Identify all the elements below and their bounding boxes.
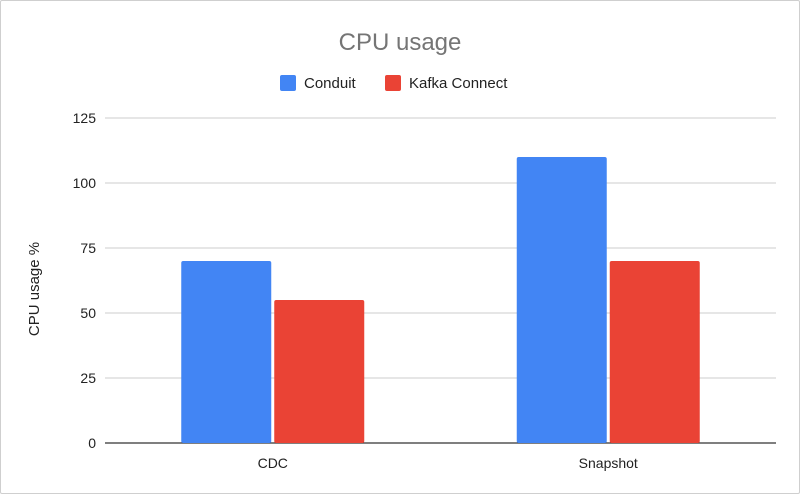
y-tick-label: 125 [73, 110, 97, 126]
y-tick-label: 25 [80, 370, 96, 386]
bar-kafka-connect-snapshot [609, 261, 700, 443]
y-tick-label: 50 [80, 305, 96, 321]
legend-swatch [280, 75, 296, 91]
x-tick-label: Snapshot [579, 455, 638, 471]
bar-conduit-snapshot [516, 157, 607, 443]
x-axis-ticks: CDC Snapshot [258, 455, 638, 471]
bars [181, 157, 700, 443]
x-tick-label: CDC [258, 455, 288, 471]
legend-label: Conduit [304, 75, 357, 92]
y-tick-label: 75 [80, 240, 96, 256]
legend: Conduit Kafka Connect [280, 75, 508, 92]
y-tick-label: 100 [73, 175, 97, 191]
legend-item-conduit: Conduit [280, 75, 357, 92]
legend-swatch [385, 75, 401, 91]
bar-conduit-cdc [181, 261, 272, 443]
legend-label: Kafka Connect [409, 75, 508, 92]
legend-item-kafka-connect: Kafka Connect [385, 75, 508, 92]
bar-kafka-connect-cdc [274, 300, 365, 443]
y-axis-label: CPU usage % [26, 242, 43, 336]
y-axis-ticks: 0 25 50 75 100 125 [73, 110, 97, 451]
chart-title: CPU usage [339, 29, 462, 56]
y-tick-label: 0 [88, 435, 96, 451]
